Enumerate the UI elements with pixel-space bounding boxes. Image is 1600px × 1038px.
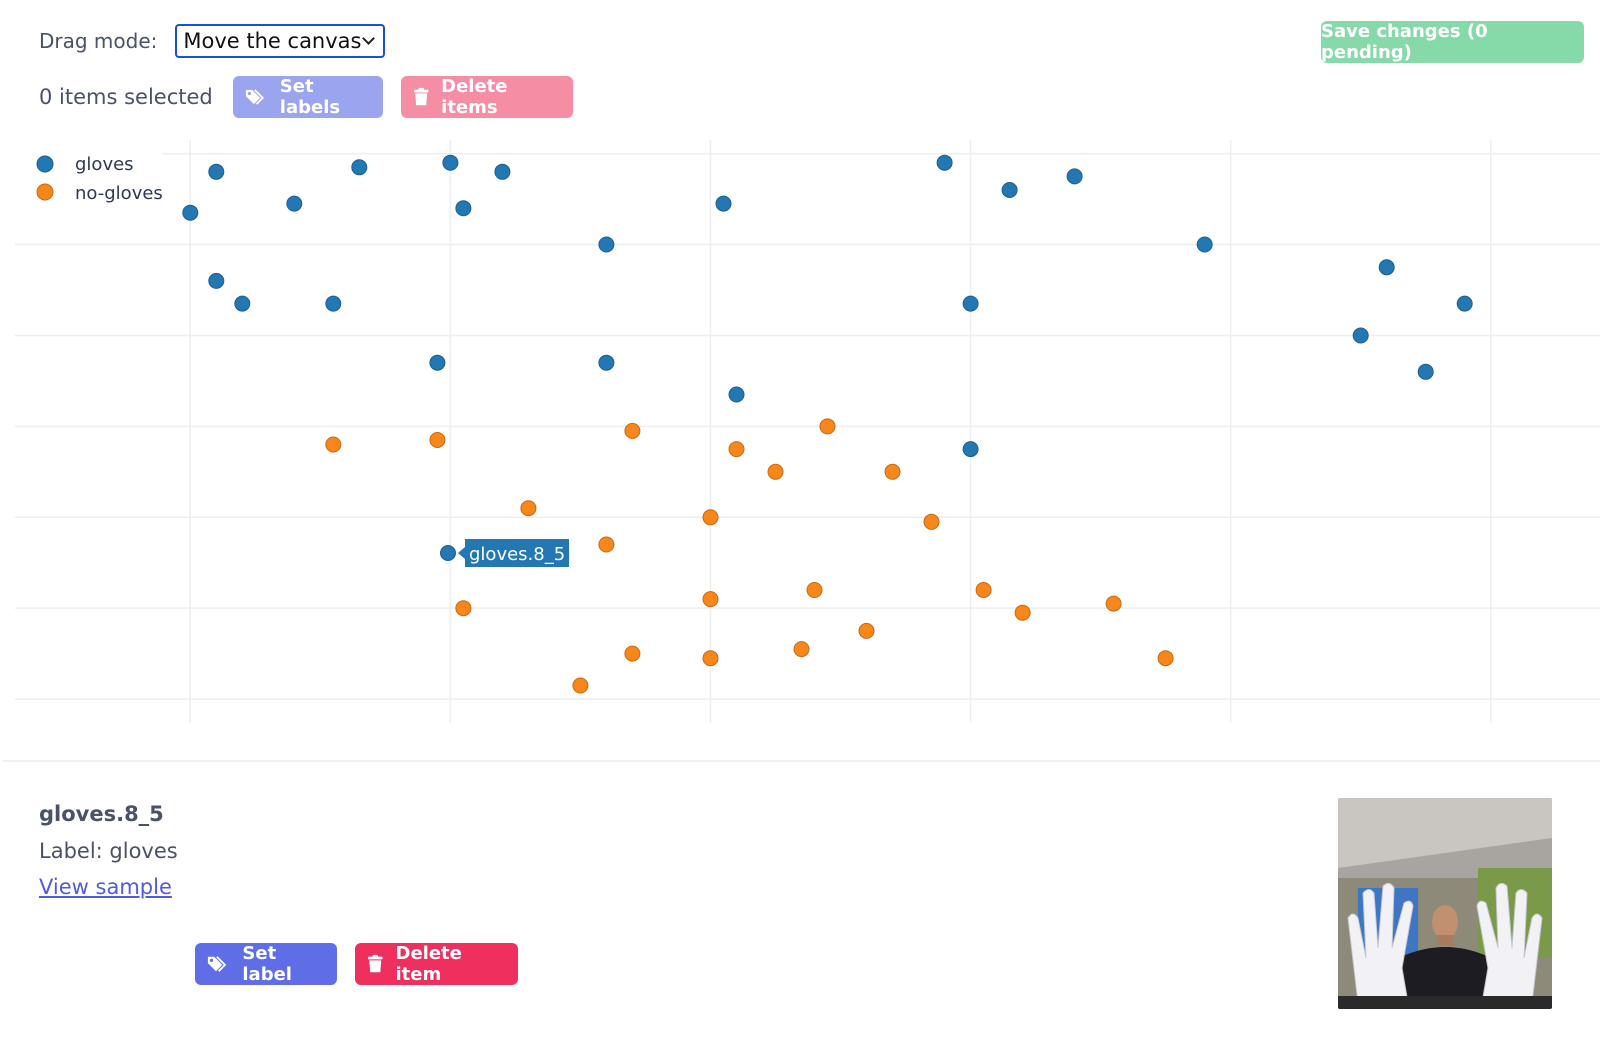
set-labels-label: Set labels xyxy=(279,76,341,118)
point-no-gloves[interactable] xyxy=(520,500,537,517)
point-no-gloves[interactable] xyxy=(975,582,992,598)
legend: gloves no-gloves xyxy=(36,154,163,204)
point-gloves[interactable] xyxy=(1456,295,1473,312)
point-no-gloves[interactable] xyxy=(923,513,940,530)
gridlines xyxy=(15,140,1600,723)
point-gloves[interactable] xyxy=(351,159,368,176)
person-with-gloves-image xyxy=(1338,798,1552,1009)
point-gloves[interactable] xyxy=(598,236,615,253)
point-no-gloves[interactable] xyxy=(702,591,719,608)
point-gloves[interactable] xyxy=(429,354,446,371)
set-label-label: Set label xyxy=(242,943,292,985)
point-gloves[interactable] xyxy=(962,295,979,312)
sample-thumbnail[interactable] xyxy=(1338,798,1552,1009)
point-no-gloves[interactable] xyxy=(325,436,342,453)
selected-item-label: Label: gloves xyxy=(39,839,178,863)
point-no-gloves[interactable] xyxy=(624,645,641,662)
data-points xyxy=(182,154,1473,694)
tooltip-text: gloves.8_5 xyxy=(469,544,565,565)
delete-item-label: Delete item xyxy=(395,943,462,985)
tags-icon xyxy=(245,89,264,105)
point-no-gloves[interactable] xyxy=(728,441,745,458)
point-no-gloves[interactable] xyxy=(455,600,472,617)
drag-mode-row: Drag mode: Move the canvas xyxy=(39,24,386,58)
set-label-button[interactable]: Set label xyxy=(195,943,337,985)
set-labels-button[interactable]: Set labels xyxy=(232,76,383,118)
drag-mode-label: Drag mode: xyxy=(39,29,158,53)
point-gloves[interactable] xyxy=(598,354,615,371)
selected-count: 0 items selected xyxy=(39,85,213,109)
point-no-gloves[interactable] xyxy=(1105,595,1122,612)
trash-icon xyxy=(413,87,429,106)
point-gloves[interactable] xyxy=(208,272,225,289)
point-gloves[interactable] xyxy=(1352,327,1369,344)
point-no-gloves[interactable] xyxy=(702,650,719,667)
point-no-gloves[interactable] xyxy=(793,641,810,658)
delete-items-label: Delete items xyxy=(441,76,508,118)
tooltip-box xyxy=(458,539,569,567)
point-gloves[interactable] xyxy=(1196,236,1213,253)
selected-item-name: gloves.8_5 xyxy=(39,802,164,826)
view-sample-link[interactable]: View sample xyxy=(39,875,172,899)
point-gloves[interactable] xyxy=(936,154,953,171)
tags-icon xyxy=(207,956,227,972)
point-gloves[interactable] xyxy=(234,295,251,312)
delete-item-button[interactable]: Delete item xyxy=(355,943,518,985)
point-gloves[interactable] xyxy=(325,295,342,312)
point-no-gloves[interactable] xyxy=(1157,650,1174,667)
legend-label-gloves: gloves xyxy=(75,154,134,175)
point-no-gloves[interactable] xyxy=(819,418,836,435)
point-gloves[interactable] xyxy=(455,200,472,217)
legend-label-no-gloves: no-gloves xyxy=(75,183,163,204)
trash-icon xyxy=(367,954,383,973)
point-gloves[interactable] xyxy=(728,386,745,403)
point-gloves[interactable] xyxy=(1417,363,1434,380)
point-gloves[interactable] xyxy=(962,441,979,458)
point-no-gloves[interactable] xyxy=(429,432,446,448)
legend-marker-gloves xyxy=(36,155,54,173)
point-no-gloves[interactable] xyxy=(572,677,589,694)
point-gloves[interactable] xyxy=(182,204,199,221)
point-gloves[interactable] xyxy=(286,195,303,212)
save-changes-label: Save changes (0 pending) xyxy=(1321,21,1488,63)
point-no-gloves[interactable] xyxy=(884,463,901,480)
selection-row: 0 items selected Set labels Delete items xyxy=(39,76,591,118)
detail-actions: Set label Delete item xyxy=(195,943,536,985)
point-no-gloves[interactable] xyxy=(858,622,875,639)
point-gloves[interactable] xyxy=(715,195,732,212)
legend-marker-no-gloves xyxy=(36,183,54,201)
point-no-gloves[interactable] xyxy=(598,536,615,553)
point-no-gloves[interactable] xyxy=(702,509,719,526)
point-no-gloves[interactable] xyxy=(624,422,641,439)
point-gloves[interactable] xyxy=(1001,182,1018,198)
point-no-gloves[interactable] xyxy=(1014,604,1031,621)
point-no-gloves[interactable] xyxy=(806,582,823,598)
point-no-gloves[interactable] xyxy=(767,463,784,480)
drag-mode-select[interactable]: Move the canvas xyxy=(175,24,386,58)
drag-mode-value: Move the canvas xyxy=(183,29,362,53)
delete-items-button[interactable]: Delete items xyxy=(400,76,573,118)
scatter-chart[interactable]: gloves no-gloves gloves.8_5 xyxy=(3,140,1600,740)
point-gloves[interactable] xyxy=(494,163,511,180)
point-gloves[interactable] xyxy=(1066,168,1083,185)
point-gloves[interactable] xyxy=(442,154,459,171)
point-gloves[interactable] xyxy=(1378,259,1395,276)
hover-tooltip: gloves.8_5 xyxy=(440,539,569,567)
save-changes-button[interactable]: Save changes (0 pending) xyxy=(1321,21,1584,63)
embedding-explorer: Drag mode: Move the canvas Save changes … xyxy=(3,0,1600,1038)
hovered-point xyxy=(440,545,456,561)
section-divider xyxy=(3,760,1600,762)
chevron-down-icon xyxy=(362,32,376,45)
point-gloves[interactable] xyxy=(208,163,225,180)
